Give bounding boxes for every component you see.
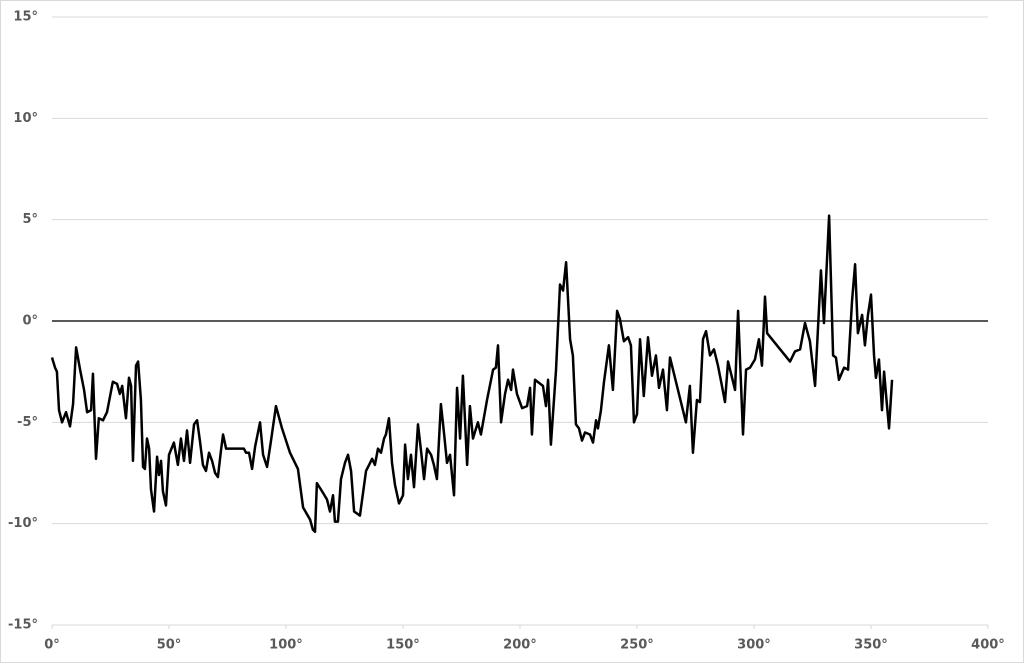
y-tick-label: -10° — [8, 516, 38, 531]
x-tick-label: 50° — [157, 638, 182, 653]
x-tick-label: 400° — [971, 638, 1005, 653]
x-tick-label: 350° — [854, 638, 888, 653]
y-tick-label: 10° — [13, 111, 38, 126]
x-tick-label: 150° — [386, 638, 420, 653]
y-tick-label: 5° — [22, 212, 38, 227]
x-tick-label: 300° — [737, 638, 771, 653]
y-tick-label: 15° — [13, 10, 38, 25]
y-tick-label: -15° — [8, 618, 38, 633]
y-tick-label: 0° — [22, 314, 38, 329]
y-tick-label: -5° — [17, 415, 38, 430]
x-tick-label: 100° — [269, 638, 303, 653]
data-line — [50, 214, 894, 534]
x-tick-label: 250° — [620, 638, 654, 653]
x-tick-label: 0° — [44, 638, 60, 653]
x-tick-label: 200° — [503, 638, 537, 653]
